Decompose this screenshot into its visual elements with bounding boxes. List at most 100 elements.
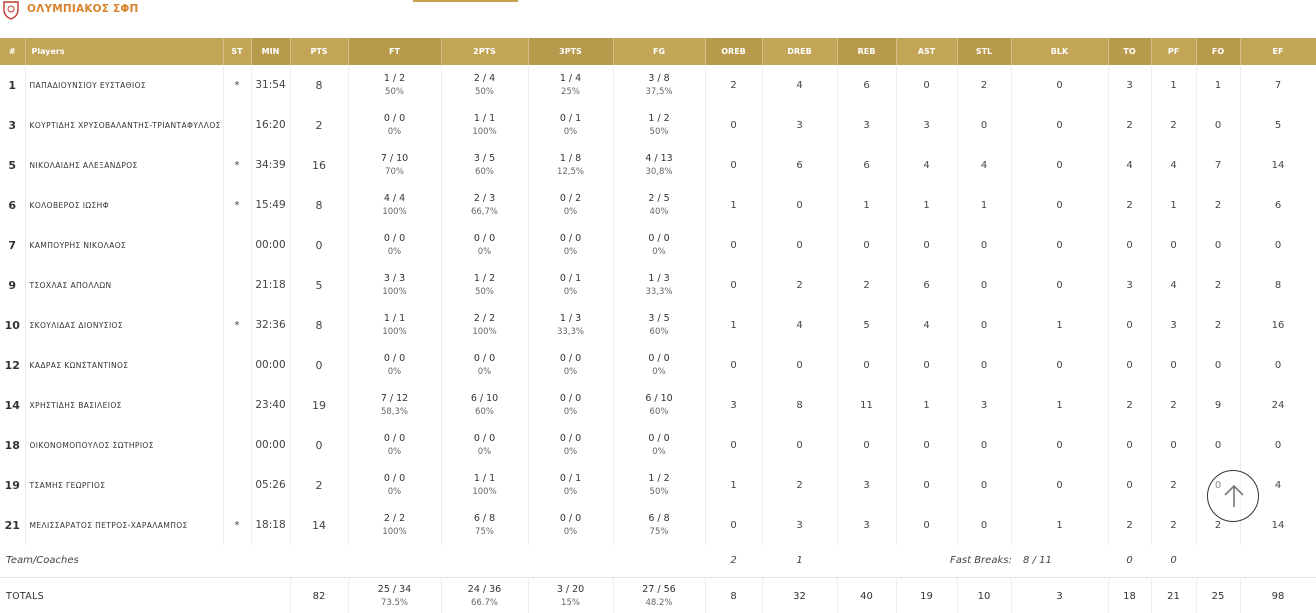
player-number: 18 <box>0 425 26 465</box>
col-header-oreb[interactable]: OREB <box>705 38 763 65</box>
player-row[interactable]: 21 ΜΕΛΙΣΣΑΡΑΤΟΣ ΠΕΤΡΟΣ-ΧΑΡΑΛΑΜΠΟΣ * 18:18 14… <box>0 505 1316 545</box>
col-header-ef[interactable]: EF <box>1240 38 1316 65</box>
totals-ef: 98 <box>1240 576 1316 613</box>
starter-mark: * <box>223 145 252 185</box>
player-row[interactable]: 14 ΧΡΗΣΤΙΔΗΣ ΒΑΣΙΛΕΙΟΣ 23:40 19 7 / 12 58,3% 6… <box>0 385 1316 425</box>
player-pf: 2 <box>1151 505 1197 545</box>
player-blk: 0 <box>1011 225 1109 265</box>
fast-breaks-label: Fast Breaks: <box>950 555 1012 567</box>
col-header-players[interactable]: Players <box>25 38 224 65</box>
player-ef: 7 <box>1240 65 1316 105</box>
col-header-2pts[interactable]: 2PTS <box>441 38 529 65</box>
col-header-min[interactable]: MIN <box>251 38 291 65</box>
player-row[interactable]: 6 ΚΟΛΟΒΕΡΟΣ ΙΩΣΗΦ * 15:49 8 4 / 4 100% 2 / 3 66,… <box>0 185 1316 225</box>
2pts-percentage: 0% <box>477 446 492 457</box>
2pts-percentage: 60% <box>475 406 494 417</box>
player-row[interactable]: 1 ΠΑΠΑΔΙΟΥΝΣΙΟΥ ΕΥΣΤΑΘΙΟΣ * 31:54 8 1 / 2 50% 2… <box>0 65 1316 105</box>
2pts-made-attempted: 1 / 1 <box>473 112 496 124</box>
player-2pts: 0 / 0 0% <box>441 225 529 265</box>
player-number: 3 <box>0 105 26 145</box>
totals-pts: 82 <box>290 576 349 613</box>
player-name[interactable]: ΠΑΠΑΔΙΟΥΝΣΙΟΥ ΕΥΣΤΑΘΙΟΣ <box>25 65 224 105</box>
col-header-3pts[interactable]: 3PTS <box>528 38 614 65</box>
fg-made-attempted: 0 / 0 <box>648 232 670 244</box>
player-pf: 4 <box>1151 145 1197 185</box>
player-reb: 6 <box>837 65 897 105</box>
player-row[interactable]: 9 ΤΣΟΧΛΑΣ ΑΠΟΛΛΩΝ 21:18 5 3 / 3 100% 1 / 2 50% 0… <box>0 265 1316 305</box>
player-3pts: 0 / 1 0% <box>528 105 614 145</box>
col-header-number[interactable]: # <box>0 38 26 65</box>
col-header-fo[interactable]: FO <box>1196 38 1241 65</box>
col-header-ft[interactable]: FT <box>348 38 442 65</box>
player-name[interactable]: ΚΟΛΟΒΕΡΟΣ ΙΩΣΗΦ <box>25 185 224 225</box>
col-header-dreb[interactable]: DREB <box>762 38 838 65</box>
player-ast: 6 <box>896 265 958 305</box>
player-name[interactable]: ΧΡΗΣΤΙΔΗΣ ΒΑΣΙΛΕΙΟΣ <box>25 385 224 425</box>
col-header-pf[interactable]: PF <box>1151 38 1197 65</box>
col-header-reb[interactable]: REB <box>837 38 897 65</box>
player-reb: 3 <box>837 105 897 145</box>
player-points: 8 <box>290 65 349 105</box>
player-to: 4 <box>1108 145 1152 185</box>
player-oreb: 1 <box>705 305 763 345</box>
fg-made-attempted: 2 / 5 <box>648 192 670 204</box>
player-name[interactable]: ΤΣΟΧΛΑΣ ΑΠΟΛΛΩΝ <box>25 265 224 305</box>
player-ft: 0 / 0 0% <box>348 105 442 145</box>
2pts-made-attempted: 1 / 2 <box>473 272 496 284</box>
fg-made-attempted: 6 / 10 <box>645 392 673 404</box>
player-name[interactable]: ΤΣΑΜΗΣ ΓΕΩΡΓΙΟΣ <box>25 465 224 505</box>
player-ef: 0 <box>1240 225 1316 265</box>
player-name[interactable]: ΜΕΛΙΣΣΑΡΑΤΟΣ ΠΕΤΡΟΣ-ΧΑΡΑΛΑΜΠΟΣ <box>25 505 224 545</box>
team-name[interactable]: ΟΛΥΜΠΙΑΚΟΣ ΣΦΠ <box>27 3 139 15</box>
player-dreb: 8 <box>762 385 838 425</box>
player-fo: 2 <box>1196 185 1241 225</box>
player-name[interactable]: ΝΙΚΟΛΑΙΔΗΣ ΑΛΕΞΑΝΔΡΟΣ <box>25 145 224 185</box>
player-name[interactable]: ΚΟΥΡΤΙΔΗΣ ΧΡΥΣΟΒΑΛΑΝΤΗΣ-ΤΡΙΑΝΤΑΦΥΛΛΟΣ <box>25 105 224 145</box>
player-name[interactable]: ΚΑΜΠΟΥΡΗΣ ΝΙΚΟΛΑΟΣ <box>25 225 224 265</box>
player-blk: 1 <box>1011 305 1109 345</box>
player-pf: 2 <box>1151 105 1197 145</box>
scroll-to-top-button[interactable] <box>1207 470 1259 522</box>
player-2pts: 0 / 0 0% <box>441 345 529 385</box>
player-row[interactable]: 10 ΣΚΟΥΛΙΔΑΣ ΔΙΟΝΥΣΙΟΣ * 32:36 8 1 / 1 100% 2 /… <box>0 305 1316 345</box>
2pts-percentage: 100% <box>472 126 497 137</box>
player-number: 9 <box>0 265 26 305</box>
player-stl: 0 <box>957 425 1012 465</box>
player-name[interactable]: ΣΚΟΥΛΙΔΑΣ ΔΙΟΝΥΣΙΟΣ <box>25 305 224 345</box>
totals-reb: 40 <box>837 576 897 613</box>
fast-breaks: Fast Breaks: 8 / 11 <box>896 545 1108 577</box>
ft-percentage: 50% <box>385 86 404 97</box>
col-header-ast[interactable]: AST <box>896 38 958 65</box>
col-header-pts[interactable]: PTS <box>290 38 349 65</box>
3pts-percentage: 0% <box>563 246 578 257</box>
player-row[interactable]: 18 ΟΙΚΟΝΟΜΟΠΟΥΛΟΣ ΣΩΤΗΡΙΟΣ 00:00 0 0 / 0 0% 0 … <box>0 425 1316 465</box>
player-reb: 0 <box>837 345 897 385</box>
starter-mark <box>223 105 252 145</box>
col-header-fg[interactable]: FG <box>613 38 706 65</box>
player-name[interactable]: ΟΙΚΟΝΟΜΟΠΟΥΛΟΣ ΣΩΤΗΡΙΟΣ <box>25 425 224 465</box>
player-row[interactable]: 7 ΚΑΜΠΟΥΡΗΣ ΝΙΚΟΛΑΟΣ 00:00 0 0 / 0 0% 0 / 0 0% 0… <box>0 225 1316 265</box>
player-blk: 0 <box>1011 65 1109 105</box>
player-3pts: 1 / 3 33,3% <box>528 305 614 345</box>
3pts-percentage: 33,3% <box>556 326 584 337</box>
col-header-to[interactable]: TO <box>1108 38 1152 65</box>
3pts-made-attempted: 1 / 8 <box>559 152 582 164</box>
col-header-blk[interactable]: BLK <box>1011 38 1109 65</box>
player-row[interactable]: 3 ΚΟΥΡΤΙΔΗΣ ΧΡΥΣΟΒΑΛΑΝΤΗΣ-ΤΡΙΑΝΤΑΦΥΛΛΟΣ 16… <box>0 105 1316 145</box>
player-ft: 0 / 0 0% <box>348 345 442 385</box>
col-header-st[interactable]: ST <box>223 38 252 65</box>
player-ast: 4 <box>896 305 958 345</box>
starter-mark <box>223 345 252 385</box>
fg-percentage: 37,5% <box>645 86 673 97</box>
player-row[interactable]: 5 ΝΙΚΟΛΑΙΔΗΣ ΑΛΕΞΑΝΔΡΟΣ * 34:39 16 7 / 10 70% 3… <box>0 145 1316 185</box>
player-2pts: 1 / 2 50% <box>441 265 529 305</box>
col-header-stl[interactable]: STL <box>957 38 1012 65</box>
player-to: 0 <box>1108 305 1152 345</box>
team-crest-icon <box>2 0 20 20</box>
player-row[interactable]: 19 ΤΣΑΜΗΣ ΓΕΩΡΓΙΟΣ 05:26 2 0 / 0 0% 1 / 1 100% 0… <box>0 465 1316 505</box>
player-name[interactable]: ΚΑΔΡΑΣ ΚΩΝΣΤΑΝΤΙΝΟΣ <box>25 345 224 385</box>
ft-percentage: 100% <box>382 286 407 297</box>
totals-oreb: 8 <box>705 576 763 613</box>
player-3pts: 0 / 0 0% <box>528 225 614 265</box>
